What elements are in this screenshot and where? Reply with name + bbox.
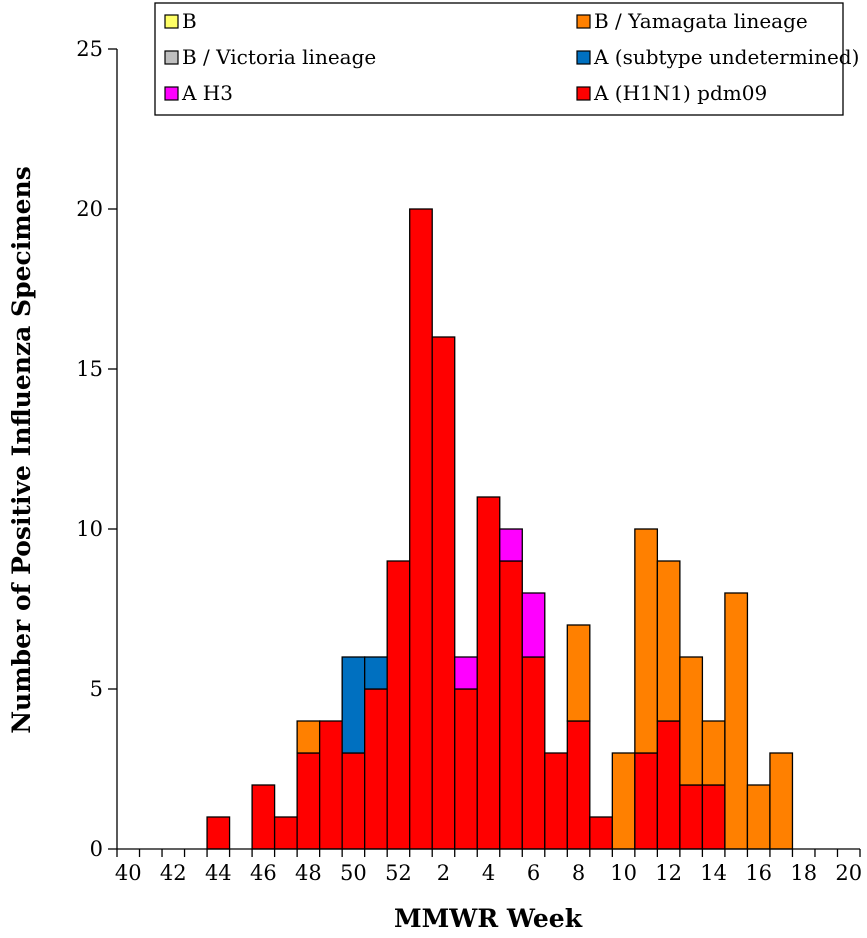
- x-tick-label-6: 6: [527, 861, 540, 885]
- legend-swatch-0: [164, 14, 179, 29]
- legend-label-5: A (H1N1) pdm09: [593, 81, 767, 105]
- y-tick-label-20: 20: [76, 197, 103, 221]
- bars: [206, 208, 794, 850]
- bar-week-3-series-1: [454, 656, 478, 690]
- bar-week-10-series-4: [611, 752, 636, 850]
- bar-week-2-series-0: [431, 336, 456, 850]
- y-tick-label-15: 15: [76, 357, 103, 381]
- bar-week-5-series-1: [499, 528, 523, 562]
- bar-week-4-series-0: [476, 496, 501, 850]
- x-tick-label-14: 14: [700, 861, 727, 885]
- bar-week-11-series-4: [634, 528, 659, 754]
- y-tick-label-0: 0: [90, 837, 103, 861]
- bar-week-6-series-0: [521, 656, 546, 850]
- bar-week-5-series-0: [499, 560, 523, 850]
- x-tick-label-40: 40: [115, 861, 142, 885]
- bar-week-13-series-0: [679, 784, 704, 850]
- x-tick-label-10: 10: [610, 861, 637, 885]
- x-tick-label-2: 2: [437, 861, 450, 885]
- x-tick-label-18: 18: [790, 861, 817, 885]
- legend-swatch-1: [576, 14, 591, 29]
- x-tick-label-44: 44: [205, 861, 232, 885]
- bar-week-12-series-0: [656, 720, 681, 850]
- legend-swatch-5: [576, 86, 591, 101]
- x-tick-label-12: 12: [655, 861, 682, 885]
- legend-box: [154, 2, 844, 116]
- x-tick-label-8: 8: [572, 861, 585, 885]
- bar-week-50-series-0: [341, 752, 366, 850]
- bar-week-50-series-2: [341, 656, 366, 754]
- bar-week-52-series-0: [386, 560, 411, 850]
- x-tick-label-20: 20: [835, 861, 862, 885]
- legend-label-1: B / Yamagata lineage: [594, 9, 808, 33]
- bar-week-7-series-0: [544, 752, 568, 850]
- bar-week-11-series-0: [634, 752, 659, 850]
- bar-week-8-series-4: [566, 624, 591, 722]
- bar-week-17-series-4: [769, 752, 794, 850]
- x-tick-label-16: 16: [745, 861, 772, 885]
- y-tick-label-25: 25: [76, 37, 103, 61]
- legend-label-2: B / Victoria lineage: [182, 45, 376, 69]
- x-tick-label-50: 50: [340, 861, 367, 885]
- legend: B B / Yamagata lineage B / Victoria lineag…: [154, 2, 859, 116]
- legend-label-0: B: [182, 9, 197, 33]
- bar-week-12-series-4: [656, 560, 681, 722]
- legend-label-4: A H3: [181, 81, 233, 105]
- bar-week-1-series-0: [409, 208, 433, 850]
- legend-swatch-3: [576, 50, 591, 65]
- bar-week-3-series-0: [454, 688, 478, 850]
- legend-swatch-2: [164, 50, 179, 65]
- legend-label-3: A (subtype undetermined): [593, 45, 859, 69]
- bar-week-46-series-0: [251, 784, 276, 850]
- bar-week-44-series-0: [206, 816, 231, 850]
- bar-week-47-series-0: [273, 816, 298, 850]
- bar-week-13-series-4: [679, 656, 704, 786]
- bar-week-15-series-4: [724, 592, 749, 850]
- y-tick-label-5: 5: [90, 677, 103, 701]
- x-axis-title: MMWR Week: [394, 904, 583, 933]
- x-tick-label-46: 46: [250, 861, 277, 885]
- y-tick-label-10: 10: [76, 517, 103, 541]
- bar-week-49-series-0: [318, 720, 343, 850]
- x-tick-label-42: 42: [160, 861, 187, 885]
- bar-week-8-series-0: [566, 720, 591, 850]
- x-tick-label-4: 4: [482, 861, 495, 885]
- x-tick-label-52: 52: [385, 861, 412, 885]
- bar-week-16-series-4: [746, 784, 771, 850]
- bar-week-48-series-0: [296, 752, 321, 850]
- bar-week-51-series-2: [364, 656, 388, 690]
- bar-week-14-series-0: [701, 784, 726, 850]
- bar-week-51-series-0: [364, 688, 388, 850]
- bar-week-6-series-1: [521, 592, 546, 658]
- x-tick-label-48: 48: [295, 861, 322, 885]
- bar-week-14-series-4: [701, 720, 726, 786]
- legend-swatch-4: [164, 86, 179, 101]
- y-axis-title: Number of Positive Influenza Specimens: [7, 166, 36, 734]
- bar-week-9-series-0: [589, 816, 613, 850]
- bar-week-48-series-4: [296, 720, 321, 754]
